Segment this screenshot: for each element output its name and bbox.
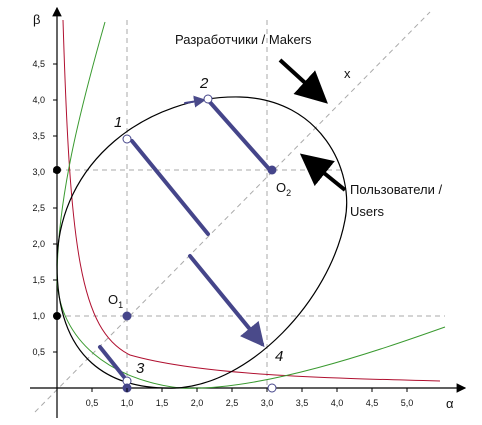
x-axis-label: α	[446, 396, 454, 411]
y-tick-label: 0,5	[32, 347, 45, 357]
y-tick-label: 2,5	[32, 203, 45, 213]
point-label: 2	[199, 75, 209, 92]
x-tick-label: 3,0	[261, 398, 274, 408]
axes	[30, 6, 467, 418]
x-tick-label: 1,0	[121, 398, 134, 408]
y-tick-label: 1,5	[32, 275, 45, 285]
y-tick-label: 3,0	[32, 167, 45, 177]
origin-sub: 2	[286, 188, 291, 198]
y-tick-label: 4,0	[32, 95, 45, 105]
origin-sub: 1	[118, 300, 123, 310]
x-tick-label: 4,5	[366, 398, 379, 408]
point-label: 3	[136, 360, 145, 377]
x-tick-label: 1,5	[156, 398, 169, 408]
origin-label: O2	[276, 180, 291, 198]
flow-arrows	[278, 58, 347, 192]
ticks: 0,5 1,0 1,5 2,0 2,5 3,0 3,5 4,0 4,5 5,0 0,5 1,0 1,5 2…	[32, 59, 413, 408]
makers-label: Разработчики / Makers	[175, 32, 312, 47]
segments	[98, 95, 272, 379]
hyperbola	[62, 19, 441, 382]
x-tick-label: 0,5	[86, 398, 99, 408]
y-axis-label: β	[33, 12, 40, 27]
x-tick-label: 2,5	[226, 398, 239, 408]
users-label: Пользователи /	[350, 182, 442, 197]
x-tick-label: 5,0	[401, 398, 414, 408]
green-curve	[56, 21, 446, 389]
origin-letter: O	[108, 292, 118, 307]
origin-letter: O	[276, 180, 286, 195]
y-tick-label: 2,0	[32, 239, 45, 249]
users-label: Users	[350, 204, 384, 219]
y-tick-label: 3,5	[32, 131, 45, 141]
x-tick-label: 2,0	[191, 398, 204, 408]
origin-label: O1	[108, 292, 123, 310]
diagonal-label: x	[344, 66, 351, 81]
point-label: 1	[114, 114, 122, 131]
y-tick-label: 1,0	[32, 311, 45, 321]
point-label: 4	[275, 348, 283, 365]
y-tick-label: 4,5	[32, 59, 45, 69]
x-tick-label: 4,0	[331, 398, 344, 408]
x-tick-label: 3,5	[296, 398, 309, 408]
